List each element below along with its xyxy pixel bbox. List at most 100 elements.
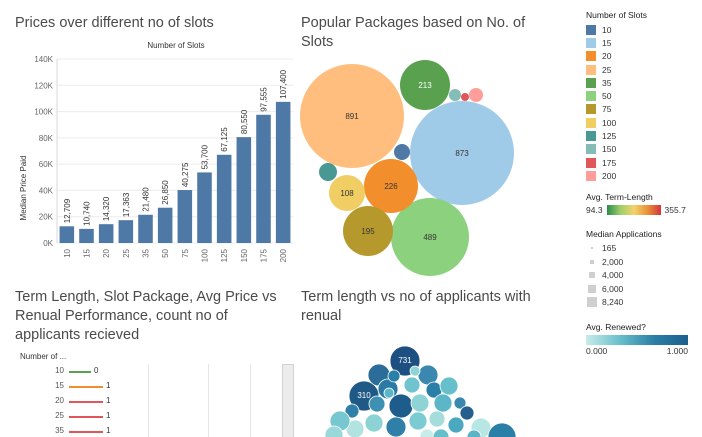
- bubble-label-108: 108: [340, 189, 354, 198]
- x-tick-label: 50: [161, 248, 170, 257]
- legend-swatch: [586, 170, 596, 181]
- term-panel: Number of ... 10 0 15 1 20 1 25 1 35 1: [18, 350, 296, 437]
- applicant-bubble[interactable]: [324, 425, 344, 437]
- legend-slot-item[interactable]: 150: [586, 143, 698, 156]
- bar-75[interactable]: [177, 190, 193, 243]
- legend-apps-item[interactable]: 6,000: [586, 282, 698, 296]
- legend-slot-item[interactable]: 100: [586, 116, 698, 129]
- applicant-bubble[interactable]: [439, 376, 459, 396]
- bar-value-label: 97,555: [260, 87, 269, 112]
- term-panel-scrollbar[interactable]: [282, 364, 294, 437]
- x-tick-label: 150: [240, 248, 249, 262]
- bar-35[interactable]: [138, 214, 153, 243]
- bar-25[interactable]: [118, 220, 134, 243]
- bar-50[interactable]: [157, 207, 173, 243]
- term-row[interactable]: 10 0: [18, 366, 148, 381]
- applicant-bubble[interactable]: [364, 413, 384, 433]
- legend-swatch: [586, 117, 596, 128]
- term-row[interactable]: 35 1: [18, 426, 148, 437]
- bar-10[interactable]: [59, 226, 75, 243]
- legend-swatch: [586, 91, 596, 102]
- legend-slot-label: 50: [602, 91, 612, 102]
- y-tick-label: 60K: [39, 160, 54, 169]
- term-row[interactable]: 20 1: [18, 396, 148, 411]
- legend-slot-item[interactable]: 25: [586, 63, 698, 76]
- legend-slot-item[interactable]: 50: [586, 89, 698, 102]
- legend-slot-item[interactable]: 15: [586, 36, 698, 49]
- x-tick-label: 20: [102, 248, 111, 257]
- bar-value-label: 40,275: [181, 162, 190, 187]
- bubble-175[interactable]: [461, 93, 469, 101]
- applicant-bubble[interactable]: [383, 387, 395, 399]
- bubble-100[interactable]: [329, 175, 365, 211]
- bar-15[interactable]: [79, 228, 94, 243]
- x-tick-label: 175: [260, 248, 269, 262]
- bubble-15[interactable]: [410, 101, 514, 205]
- bar-value-label: 26,850: [161, 180, 170, 205]
- legend-swatch: [586, 131, 596, 142]
- bar-125[interactable]: [216, 154, 232, 243]
- legend-slot-item[interactable]: 75: [586, 103, 698, 116]
- bubble-35[interactable]: [400, 60, 450, 110]
- applicant-bubble[interactable]: [459, 405, 475, 421]
- applicant-bubble[interactable]: [447, 416, 465, 434]
- applicant-bubble[interactable]: [387, 369, 401, 383]
- legend-apps-label: 8,240: [602, 297, 624, 308]
- applicant-bubble[interactable]: [433, 393, 453, 413]
- bubble-150[interactable]: [449, 89, 461, 101]
- applicant-bubble[interactable]: [403, 376, 421, 394]
- applicant-bubble[interactable]: [388, 393, 414, 419]
- bubble-chart-title: Popular Packages based on No. of Slots: [301, 15, 526, 50]
- applicant-bubble[interactable]: [409, 365, 421, 377]
- bubble-50[interactable]: [391, 198, 469, 276]
- applicant-bubble[interactable]: [385, 416, 407, 437]
- legend-apps-item[interactable]: 4,000: [586, 269, 698, 283]
- legend-swatch: [586, 37, 596, 48]
- applicant-bubble[interactable]: [466, 429, 482, 437]
- applicant-bubble[interactable]: [344, 403, 360, 419]
- bubble-20[interactable]: [364, 159, 418, 213]
- bubble-25[interactable]: [300, 64, 404, 168]
- term-row[interactable]: 15 1: [18, 381, 148, 396]
- legend-slot-label: 10: [602, 24, 612, 35]
- bubble-label-226: 226: [384, 182, 398, 191]
- applicant-bubble[interactable]: [432, 428, 450, 437]
- applicant-bubble[interactable]: [410, 393, 430, 413]
- x-tick-label: 25: [122, 248, 131, 257]
- legend-slot-item[interactable]: 175: [586, 156, 698, 169]
- bubble-10[interactable]: [394, 144, 410, 160]
- applicant-bubble[interactable]: [453, 396, 467, 410]
- bar-100[interactable]: [197, 172, 212, 243]
- bubble-75[interactable]: [343, 206, 393, 256]
- legend-apps-item[interactable]: 8,240: [586, 296, 698, 310]
- legend-slot-label: 150: [602, 144, 617, 155]
- term-row[interactable]: 25 1: [18, 411, 148, 426]
- bubble-200[interactable]: [469, 88, 483, 102]
- legend-slot-item[interactable]: 35: [586, 76, 698, 89]
- legend-slot-label: 25: [602, 64, 612, 75]
- applicant-bubble[interactable]: [419, 428, 435, 437]
- legend-swatch: [586, 64, 596, 75]
- bubble-125[interactable]: [319, 163, 337, 181]
- legend-slot-item[interactable]: 20: [586, 50, 698, 63]
- legend-apps-item[interactable]: 165: [586, 242, 698, 256]
- bar-200[interactable]: [275, 101, 291, 243]
- applicant-bubble[interactable]: [487, 422, 517, 437]
- bar-150[interactable]: [236, 137, 252, 243]
- bar-175[interactable]: [256, 114, 271, 244]
- legend-size-swatch: [586, 272, 598, 279]
- legend-slot-label: 175: [602, 157, 617, 168]
- scatter-label-310: 310: [357, 391, 371, 400]
- bar-20[interactable]: [98, 224, 114, 243]
- applicant-bubble[interactable]: [368, 395, 386, 413]
- legend-slot-item[interactable]: 10: [586, 23, 698, 36]
- legend-apps-label: 165: [602, 243, 617, 254]
- legend-slot-item[interactable]: 200: [586, 169, 698, 182]
- bar-value-label: 10,740: [83, 201, 92, 226]
- legend-slots-title: Number of Slots: [586, 10, 647, 20]
- legend-slot-item[interactable]: 125: [586, 129, 698, 142]
- applicant-bubble[interactable]: [428, 410, 446, 428]
- legend-apps-item[interactable]: 2,000: [586, 255, 698, 269]
- applicant-bubble[interactable]: [408, 411, 428, 431]
- term-panel-title: Term Length, Slot Package, Avg Price vs …: [15, 289, 277, 343]
